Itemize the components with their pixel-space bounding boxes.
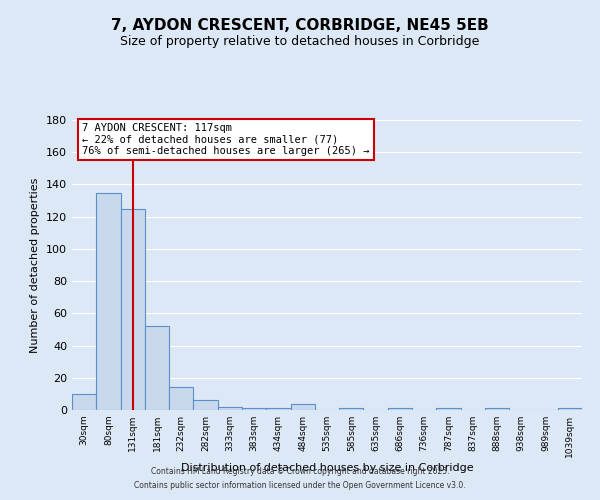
Text: Contains HM Land Registry data © Crown copyright and database right 2025.: Contains HM Land Registry data © Crown c… [151, 467, 449, 476]
X-axis label: Distribution of detached houses by size in Corbridge: Distribution of detached houses by size … [181, 462, 473, 472]
Bar [388, 408, 412, 410]
Bar [558, 408, 582, 410]
Bar [290, 404, 315, 410]
Bar [72, 394, 96, 410]
Text: Contains public sector information licensed under the Open Government Licence v3: Contains public sector information licen… [134, 481, 466, 490]
Bar [485, 408, 509, 410]
Bar [96, 192, 121, 410]
Bar [339, 408, 364, 410]
Text: 7 AYDON CRESCENT: 117sqm
← 22% of detached houses are smaller (77)
76% of semi-d: 7 AYDON CRESCENT: 117sqm ← 22% of detach… [82, 123, 370, 156]
Bar [436, 408, 461, 410]
Bar [218, 407, 242, 410]
Bar [121, 208, 145, 410]
Bar [193, 400, 218, 410]
Bar [266, 408, 290, 410]
Bar [169, 388, 193, 410]
Bar [145, 326, 169, 410]
Y-axis label: Number of detached properties: Number of detached properties [31, 178, 40, 352]
Text: 7, AYDON CRESCENT, CORBRIDGE, NE45 5EB: 7, AYDON CRESCENT, CORBRIDGE, NE45 5EB [111, 18, 489, 32]
Text: Size of property relative to detached houses in Corbridge: Size of property relative to detached ho… [121, 35, 479, 48]
Bar [242, 408, 266, 410]
